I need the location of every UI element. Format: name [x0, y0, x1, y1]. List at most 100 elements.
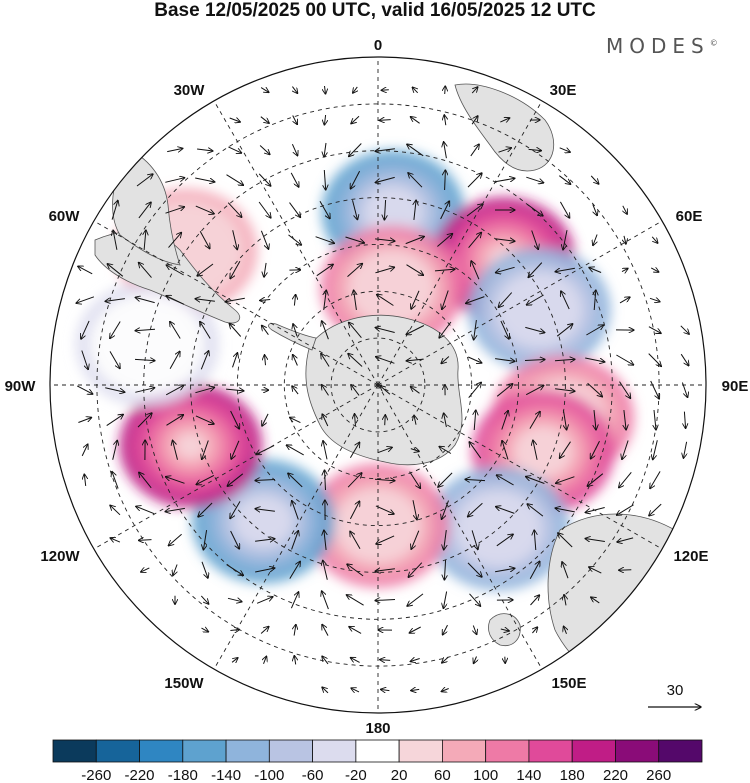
wind-vector	[377, 447, 392, 454]
wind-vector	[325, 470, 326, 491]
wind-vector	[350, 170, 361, 189]
colorbar-tick-label-12: 220	[603, 767, 628, 783]
wind-vector	[649, 298, 660, 301]
wind-vector	[230, 261, 241, 278]
wind-vector	[409, 626, 421, 633]
colorbar-tick-label-13: 260	[646, 767, 671, 783]
wind-vector	[407, 144, 424, 157]
wind-vector	[501, 411, 508, 430]
wind-vector	[258, 201, 271, 218]
wind-vector	[230, 410, 240, 429]
wind-vector	[500, 629, 509, 631]
wind-vector	[139, 540, 152, 541]
wind-vector	[76, 385, 93, 394]
wind-vector	[229, 118, 241, 122]
wind-vector	[355, 414, 356, 427]
colorbar-tick-label-10: 140	[516, 767, 541, 783]
wind-vector	[225, 297, 245, 302]
wind-vector	[316, 264, 333, 277]
wind-vector	[622, 440, 629, 460]
lon-label-90w: 90W	[5, 378, 37, 395]
wind-vector	[587, 382, 603, 397]
wind-vector	[170, 322, 181, 339]
wind-vector	[324, 114, 325, 125]
lon-label-60e: 60E	[676, 208, 703, 225]
wind-vector	[411, 689, 420, 690]
wind-vector	[406, 325, 425, 335]
wind-vector	[352, 200, 358, 219]
wind-vector	[380, 660, 391, 661]
wind-vector	[496, 534, 513, 547]
wind-vector	[527, 504, 544, 517]
wind-vector	[474, 410, 476, 431]
wind-vector	[496, 384, 513, 397]
wind-vector	[559, 201, 569, 218]
wind-vector	[496, 507, 515, 514]
wind-vector	[322, 687, 329, 694]
wind-vector	[255, 568, 275, 573]
wind-vector	[293, 324, 297, 337]
wind-vector	[467, 173, 482, 188]
wind-vector	[141, 568, 150, 572]
wind-vector	[443, 624, 448, 635]
wind-vector	[135, 388, 154, 393]
wind-vector	[322, 624, 329, 636]
wind-vector	[199, 231, 210, 248]
map-title: Base 12/05/2025 00 UTC, valid 16/05/2025…	[154, 0, 596, 21]
wind-vector	[617, 504, 634, 515]
wind-vector	[528, 149, 542, 150]
wind-vector	[471, 87, 478, 94]
wind-vector	[255, 539, 275, 542]
wind-vector	[173, 564, 177, 576]
wind-vector	[586, 325, 603, 336]
wind-vector	[467, 562, 482, 577]
wind-vector	[165, 385, 184, 396]
wind-vector	[168, 232, 182, 248]
wind-vector	[624, 410, 626, 430]
wind-vector	[617, 537, 634, 542]
wind-vector	[197, 149, 213, 151]
wind-vector	[322, 591, 329, 610]
colorbar-swatch-9	[441, 739, 487, 763]
antarctic-peninsula	[268, 323, 317, 351]
wind-vector	[496, 475, 514, 486]
wind-vector	[351, 115, 360, 123]
wind-vector	[230, 501, 241, 518]
wind-vector	[348, 354, 363, 367]
wind-vector	[137, 413, 152, 428]
wind-vector	[324, 290, 327, 310]
wind-vector	[228, 146, 241, 153]
wind-vector	[619, 381, 631, 399]
wind-vector	[529, 411, 540, 429]
wind-vector	[650, 380, 660, 399]
lon-label-120w: 120W	[40, 548, 80, 565]
wind-vector	[590, 175, 599, 184]
wind-vector	[264, 262, 266, 277]
wind-vector	[524, 360, 545, 361]
wind-vector	[81, 350, 88, 370]
wind-vector	[375, 505, 394, 514]
wind-vector	[589, 268, 602, 273]
wind-vector	[556, 324, 573, 337]
colorbar-tick-label-11: 180	[560, 767, 585, 783]
wind-vector	[105, 299, 125, 302]
wind-vector	[294, 656, 295, 665]
colorbar-swatch-14	[658, 739, 703, 763]
colorbar-swatch-0	[52, 739, 97, 763]
wind-vector	[230, 530, 240, 549]
wind-vector	[556, 476, 575, 484]
wind-vector	[315, 236, 335, 244]
wind-vector	[444, 530, 447, 550]
wind-vector	[530, 595, 540, 606]
wind-vector	[376, 535, 395, 544]
wind-vector	[195, 415, 214, 424]
wind-vector	[564, 595, 566, 606]
wind-vector	[385, 415, 386, 426]
wind-vector	[443, 591, 446, 609]
wind-vector	[498, 292, 513, 308]
wind-vector	[110, 505, 121, 516]
wind-vector	[110, 321, 121, 339]
wind-vector	[650, 268, 659, 272]
wind-vector	[347, 473, 362, 488]
lon-label-150e: 150E	[551, 675, 586, 692]
